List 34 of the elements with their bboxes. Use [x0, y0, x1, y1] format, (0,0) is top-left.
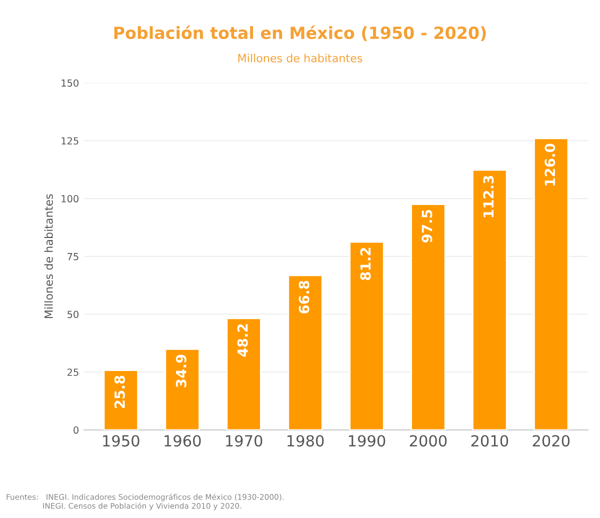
x-tick-label: 2010: [471, 435, 508, 447]
x-tick-label: 1960: [164, 435, 201, 447]
x-tick-label: 1950: [103, 435, 140, 447]
x-tick-label: 2000: [410, 435, 447, 447]
y-tick-label: 125: [62, 137, 78, 145]
data-label: 34.9: [176, 354, 186, 388]
y-tick-label: 25: [67, 368, 78, 376]
y-tick-label: 75: [68, 253, 78, 260]
y-axis-title: Millones de habitantes: [44, 194, 53, 318]
bar: [472, 169, 508, 430]
x-tick-label: 1970: [226, 435, 262, 447]
bar: [103, 370, 138, 430]
chart-subtitle: Millones de habitantes: [238, 54, 362, 62]
y-tick-label: 50: [68, 310, 78, 318]
data-label: 25.8: [114, 376, 125, 408]
bar: [226, 318, 262, 430]
data-label: 112.3: [483, 176, 494, 218]
x-tick-label: 2020: [532, 435, 570, 447]
x-tick-label: 1980: [288, 435, 324, 447]
bar: [288, 274, 323, 430]
chart-title: Población total en México (1950 - 2020): [114, 26, 486, 42]
x-tick-label: 1990: [348, 435, 386, 447]
data-label: 48.2: [237, 324, 248, 357]
bar: [349, 241, 384, 430]
bar: [164, 348, 200, 430]
data-label: 126.0: [544, 144, 556, 186]
data-label: 66.8: [298, 280, 310, 314]
data-label: 81.2: [360, 248, 371, 280]
data-label: 97.5: [422, 210, 432, 243]
y-tick-label: 100: [62, 195, 78, 202]
y-tick-label: 150: [62, 79, 78, 87]
bar: [534, 138, 569, 430]
bar: [410, 204, 446, 430]
y-tick-label: 0: [74, 426, 78, 434]
